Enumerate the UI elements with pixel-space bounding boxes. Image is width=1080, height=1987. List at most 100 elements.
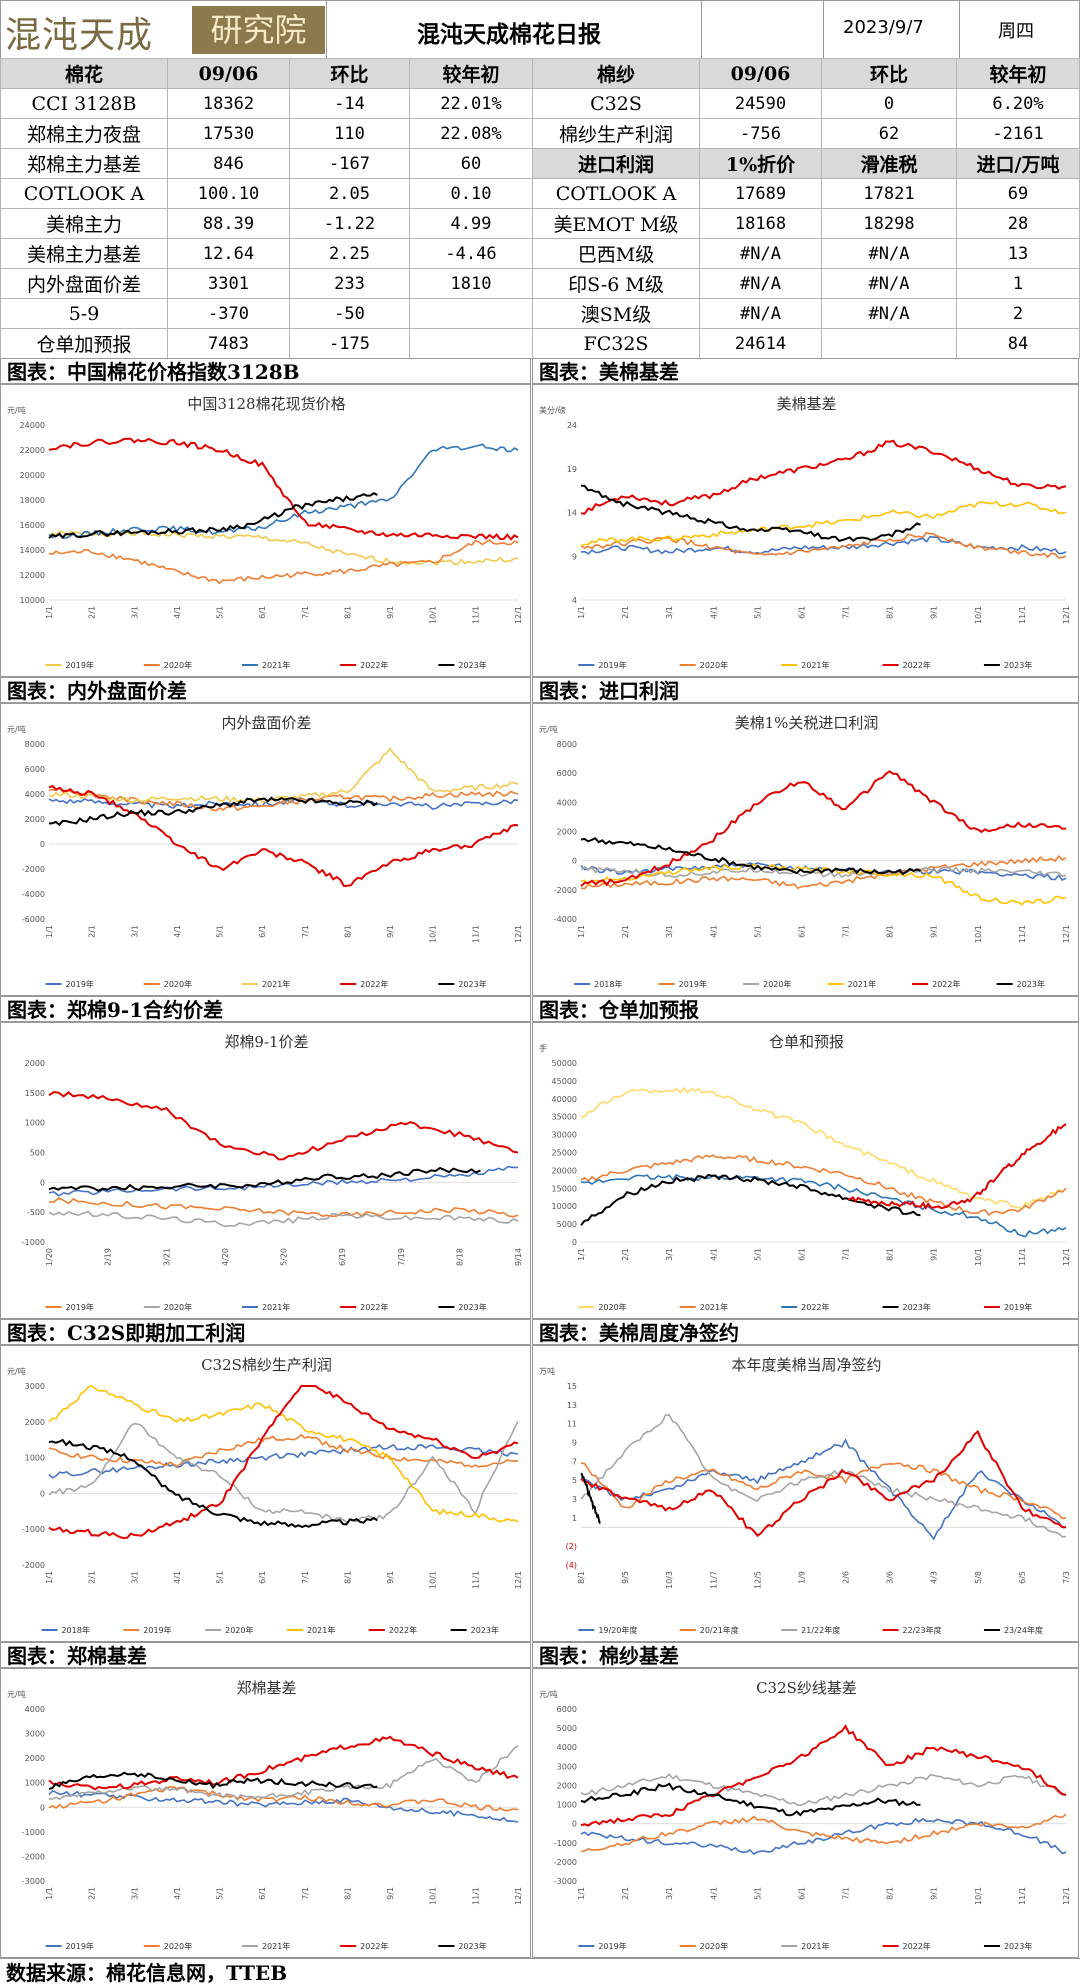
x-tick-label: 4/1 bbox=[709, 606, 718, 619]
x-tick-label: 7/1 bbox=[301, 1887, 310, 1900]
x-tick-label: 7/1 bbox=[842, 1248, 851, 1261]
cell-value: 环比 bbox=[289, 58, 410, 89]
x-tick-label: 8/1 bbox=[886, 1887, 895, 1900]
x-tick-label: 9/1 bbox=[930, 925, 939, 938]
x-tick-label: 4/3 bbox=[930, 1571, 939, 1584]
y-tick-label: -4000 bbox=[22, 890, 45, 899]
cell-value: 2.25 bbox=[289, 238, 410, 269]
section-heading: 图表：美棉基差 bbox=[532, 358, 1079, 384]
x-tick-label: 11/1 bbox=[471, 1571, 480, 1589]
company-logo: 混沌天成 研究院 bbox=[5, 6, 325, 56]
series-line bbox=[48, 1438, 378, 1529]
chart-panel: 本年度美棉当周净签约 万吨 (4) (2) 1 3 5 7 9 11 13 15 8/1 9/5 10/3 1… bbox=[532, 1345, 1079, 1642]
legend-label: 2022年 bbox=[360, 1941, 388, 1951]
legend-label: 2023年 bbox=[1004, 660, 1032, 670]
chart-panel: 美棉1%关税进口利润 元/吨 -4000 -2000 0 2000 4000 6000 8000… bbox=[532, 703, 1079, 996]
row-label: C32S bbox=[532, 88, 700, 119]
series-line bbox=[580, 1438, 1067, 1541]
y-tick-label: 5000 bbox=[557, 1724, 577, 1733]
y-tick-label: 0 bbox=[40, 1178, 45, 1187]
y-tick-label: 4000 bbox=[25, 790, 45, 799]
y-tick-label: 45000 bbox=[552, 1077, 577, 1086]
x-tick-label: 4/1 bbox=[709, 1248, 718, 1261]
series-line bbox=[580, 1414, 1067, 1538]
table-row: 澳SM级 #N/A #N/A 2 bbox=[532, 298, 1080, 329]
x-tick-label: 12/1 bbox=[514, 925, 523, 943]
cell-value: 3301 bbox=[167, 268, 290, 299]
x-tick-label: 9/1 bbox=[930, 606, 939, 619]
row-label: 棉纱生产利润 bbox=[532, 118, 700, 149]
cell-value: 较年初 bbox=[956, 58, 1080, 89]
y-tick-label: 14000 bbox=[20, 546, 45, 555]
y-tick-label: 0 bbox=[572, 857, 577, 866]
x-tick-label: 10/1 bbox=[974, 606, 983, 624]
cell-value: -167 bbox=[289, 148, 410, 179]
x-tick-label: 12/1 bbox=[1062, 925, 1071, 943]
x-tick-label: 3/1 bbox=[665, 1248, 674, 1261]
y-tick-label: 15000 bbox=[552, 1184, 577, 1193]
table-row: 棉纱 09/06 环比 较年初 bbox=[532, 58, 1080, 89]
series-line bbox=[48, 1745, 519, 1801]
y-tick-label: 3000 bbox=[25, 1730, 45, 1739]
x-tick-label: 5/1 bbox=[753, 925, 762, 938]
series-line bbox=[48, 1090, 519, 1161]
x-tick-label: 8/1 bbox=[886, 1248, 895, 1261]
series-line bbox=[580, 1817, 1067, 1855]
logo-text: 混沌天成 bbox=[5, 15, 154, 56]
legend-label: 2022年 bbox=[360, 979, 388, 989]
x-tick-label: 1/1 bbox=[45, 925, 54, 938]
cell-value: 滑准税 bbox=[821, 148, 957, 179]
legend-label: 2020年 bbox=[164, 979, 192, 989]
section-heading: 图表：郑棉9-1合约价差 bbox=[0, 996, 531, 1022]
legend-label: 2021年 bbox=[801, 660, 829, 670]
y-tick-label: 1000 bbox=[25, 1779, 45, 1788]
series-line bbox=[48, 797, 519, 810]
logo-badge: 研究院 bbox=[192, 6, 325, 54]
series-line bbox=[580, 531, 1067, 559]
legend-label: 2020年 bbox=[700, 660, 728, 670]
series-line bbox=[48, 1771, 378, 1790]
section-heading: 图表：中国棉花价格指数3128B bbox=[0, 358, 531, 384]
table-row: 美棉主力 88.39 -1.22 4.99 bbox=[0, 208, 533, 239]
series-line bbox=[580, 535, 1067, 555]
x-tick-label: 10/1 bbox=[429, 925, 438, 943]
y-tick-label: 19 bbox=[567, 465, 577, 474]
x-tick-label: 2/6 bbox=[842, 1571, 851, 1584]
y-tick-label: 2000 bbox=[25, 1418, 45, 1427]
y-tick-label: 0 bbox=[572, 1238, 577, 1247]
table-row: 棉花 09/06 环比 较年初 bbox=[0, 58, 533, 89]
y-axis-label: 手 bbox=[539, 1043, 547, 1053]
x-tick-label: 11/1 bbox=[1018, 1248, 1027, 1266]
series-line bbox=[580, 1429, 1067, 1538]
cell-value: 17821 bbox=[821, 178, 957, 209]
x-tick-label: 9/1 bbox=[386, 925, 395, 938]
chart-panel: 中国3128棉花现货价格 元/吨 10000 12000 14000 16000 18000… bbox=[0, 384, 531, 677]
y-tick-label: 2000 bbox=[25, 815, 45, 824]
x-tick-label: 3/1 bbox=[665, 1887, 674, 1900]
legend-label: 2020年 bbox=[164, 660, 192, 670]
x-tick-label: 2/1 bbox=[88, 606, 97, 619]
cell-value: 22.08% bbox=[409, 118, 533, 149]
x-tick-label: 6/19 bbox=[338, 1248, 347, 1266]
series-line bbox=[580, 1086, 1067, 1210]
x-tick-label: 12/1 bbox=[514, 1887, 523, 1905]
series-line bbox=[580, 1472, 601, 1524]
series-line bbox=[48, 539, 519, 585]
legend-label: 2022年 bbox=[360, 1302, 388, 1312]
legend-label: 2019年 bbox=[66, 979, 94, 989]
cell-value: -1.22 bbox=[289, 208, 410, 239]
chart-panel: C32S纱线基差 元/吨 -3000 -2000 -1000 0 1000 2000 3000 4… bbox=[532, 1668, 1079, 1958]
table-row: 美EMOT M级 18168 18298 28 bbox=[532, 208, 1080, 239]
y-tick-label: 1000 bbox=[25, 1454, 45, 1463]
y-tick-label: (2) bbox=[566, 1542, 577, 1551]
legend-label: 2018年 bbox=[61, 1625, 89, 1635]
series-line bbox=[580, 1173, 1067, 1238]
y-tick-label: 15 bbox=[567, 1382, 577, 1391]
legend-label: 2019年 bbox=[598, 660, 626, 670]
x-tick-label: 3/1 bbox=[130, 925, 139, 938]
y-tick-label: 14 bbox=[567, 509, 577, 518]
cell-value: -756 bbox=[699, 118, 822, 149]
